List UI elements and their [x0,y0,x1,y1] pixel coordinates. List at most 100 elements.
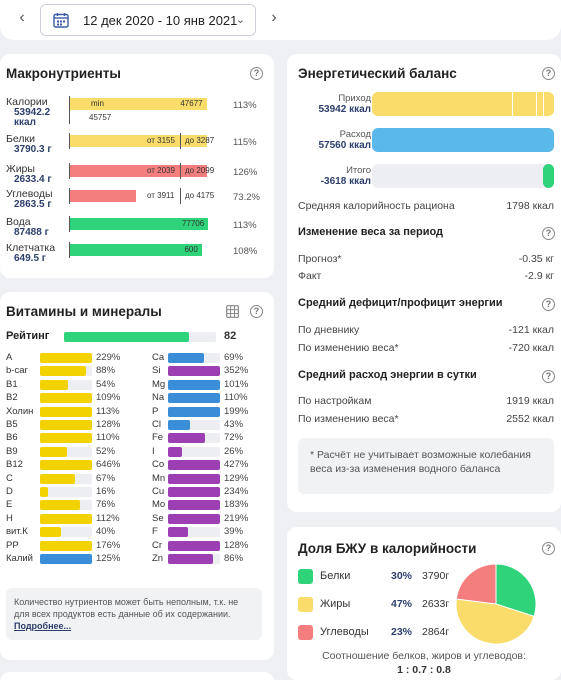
forecast-row: Прогноз* -0.35 кг [298,253,554,265]
vitamin-name: b-car [6,365,28,377]
vitamin-percent: 128% [224,539,249,551]
vitamin-bar [40,379,69,390]
prev-period-arrow-icon[interactable]: ‹ [19,9,25,26]
vitamin-bar [40,527,61,538]
vitamin-name: Холин [6,405,34,417]
vitamin-name: Co [152,459,165,471]
total-track [372,164,554,188]
macro-value: 3790.3 г [14,144,52,155]
vitamin-track [168,500,220,511]
top-bar: ‹ 12 дек 2020 - 10 янв 2021 ⌄ › [0,0,561,40]
vitamin-track [168,513,220,524]
vitamin-track [168,433,220,444]
vitamin-percent: 16% [96,486,116,497]
avg-calorie-row: Средняя калорийность рациона 1798 ккал [298,200,554,212]
bju-grams: 3790г [422,570,450,582]
macro-percent: 126% [233,167,258,178]
vitamin-percent: 113% [96,405,120,417]
next-period-arrow-icon[interactable]: › [271,9,277,26]
macro-from-text: от 2039 [147,166,175,175]
macro-range-line [180,133,181,149]
income-label-group: Приход 53942 ккал [291,93,371,115]
macro-percent: 113% [233,220,257,231]
vitamin-track [40,366,92,377]
vitamin-percent: 110% [96,432,120,444]
byweight2-label: По изменению веса* [298,413,399,425]
vitamin-percent: 112% [96,512,120,524]
vitamin-name: B1 [6,378,18,390]
macro-axis-line [69,163,70,179]
bju-name: Белки [320,570,351,582]
vitamin-name: Cr [152,539,163,551]
macro-bar [69,135,207,147]
diary-row: По дневнику -121 ккал [298,324,554,336]
vitamin-name: B6 [6,432,18,444]
weight-help-icon[interactable]: ? [542,227,555,240]
more-link[interactable]: Подробнее... [14,621,72,631]
deficit-help-icon[interactable]: ? [542,298,555,311]
diary-value: -121 ккал [508,324,554,336]
bju-help-icon[interactable]: ? [542,542,555,555]
income-bar-divider [512,92,513,116]
fact-label: Факт [298,270,322,282]
vitamin-bar [168,433,206,444]
byweight-row: По изменению веса* -720 ккал [298,342,554,354]
macro-label: Жиры [6,163,35,175]
settings-row: По настройкам 1919 ккал [298,395,554,407]
income-label: Приход [338,93,371,104]
vitamin-bar [40,406,92,417]
vitamin-track [168,420,220,430]
vitamin-percent: 40% [96,526,116,538]
macro-track: от 3155 до 3287 [69,133,229,149]
vitamin-bar [40,554,92,564]
macro-percent: 115% [233,137,257,148]
vitamin-name: I [152,445,155,457]
macronutrients-title: Макронутриенты [6,66,121,81]
macro-norm-text: 600 [184,245,198,254]
bju-percent: 30% [391,570,413,582]
vitamin-track [168,527,220,538]
macro-min-text: min [91,99,104,108]
fact-value: -2.9 кг [524,270,554,282]
vitamin-bar [168,554,213,564]
vitamins-help-icon[interactable]: ? [250,305,263,318]
vitamin-bar [40,460,92,471]
vitamin-track [40,353,92,363]
macro-label: Клетчатка [6,242,56,254]
vitamin-name: Mg [152,378,166,390]
vitamin-percent: 234% [224,486,249,497]
bju-color-swatch [298,569,313,584]
vitamin-track [168,540,220,551]
daily-help-icon[interactable]: ? [542,370,555,383]
vitamin-name: Mn [152,472,166,484]
vitamin-bar [40,353,92,363]
total-label-group: Итого -3618 ккал [291,165,371,187]
macro-help-icon[interactable]: ? [250,67,263,80]
macro-to-text: до 4175 [185,191,215,200]
forecast-label: Прогноз* [298,253,342,265]
vitamin-track [40,554,92,564]
table-icon[interactable] [226,305,239,318]
macro-axis-line [69,188,70,204]
vitamin-bar [168,353,204,363]
energy-help-icon[interactable]: ? [542,67,555,80]
rating-value: 82 [224,330,237,342]
vitamin-percent: 183% [224,499,249,511]
vitamin-name: D [6,486,13,497]
macro-label: Углеводы [6,188,53,200]
macro-axis-line [69,216,70,232]
bju-percent: 47% [391,598,413,610]
macro-from-text: от 3911 [147,191,175,200]
macro-norm-text: 47677 [180,99,203,108]
forecast-value: -0.35 кг [518,253,554,265]
nutrients-note: Количество нутриентов может быть неполны… [6,588,262,640]
byweight2-row: По изменению веса* 2552 ккал [298,413,554,425]
rating-bar [64,332,189,342]
macro-bar [69,165,207,177]
bju-name: Углеводы [320,626,369,638]
vitamin-percent: 101% [224,378,249,390]
vitamin-name: H [6,512,13,524]
vitamin-bar [168,460,220,471]
vitamin-percent: 76% [96,499,116,511]
date-range-picker[interactable]: 12 дек 2020 - 10 янв 2021 ⌄ [40,4,256,36]
